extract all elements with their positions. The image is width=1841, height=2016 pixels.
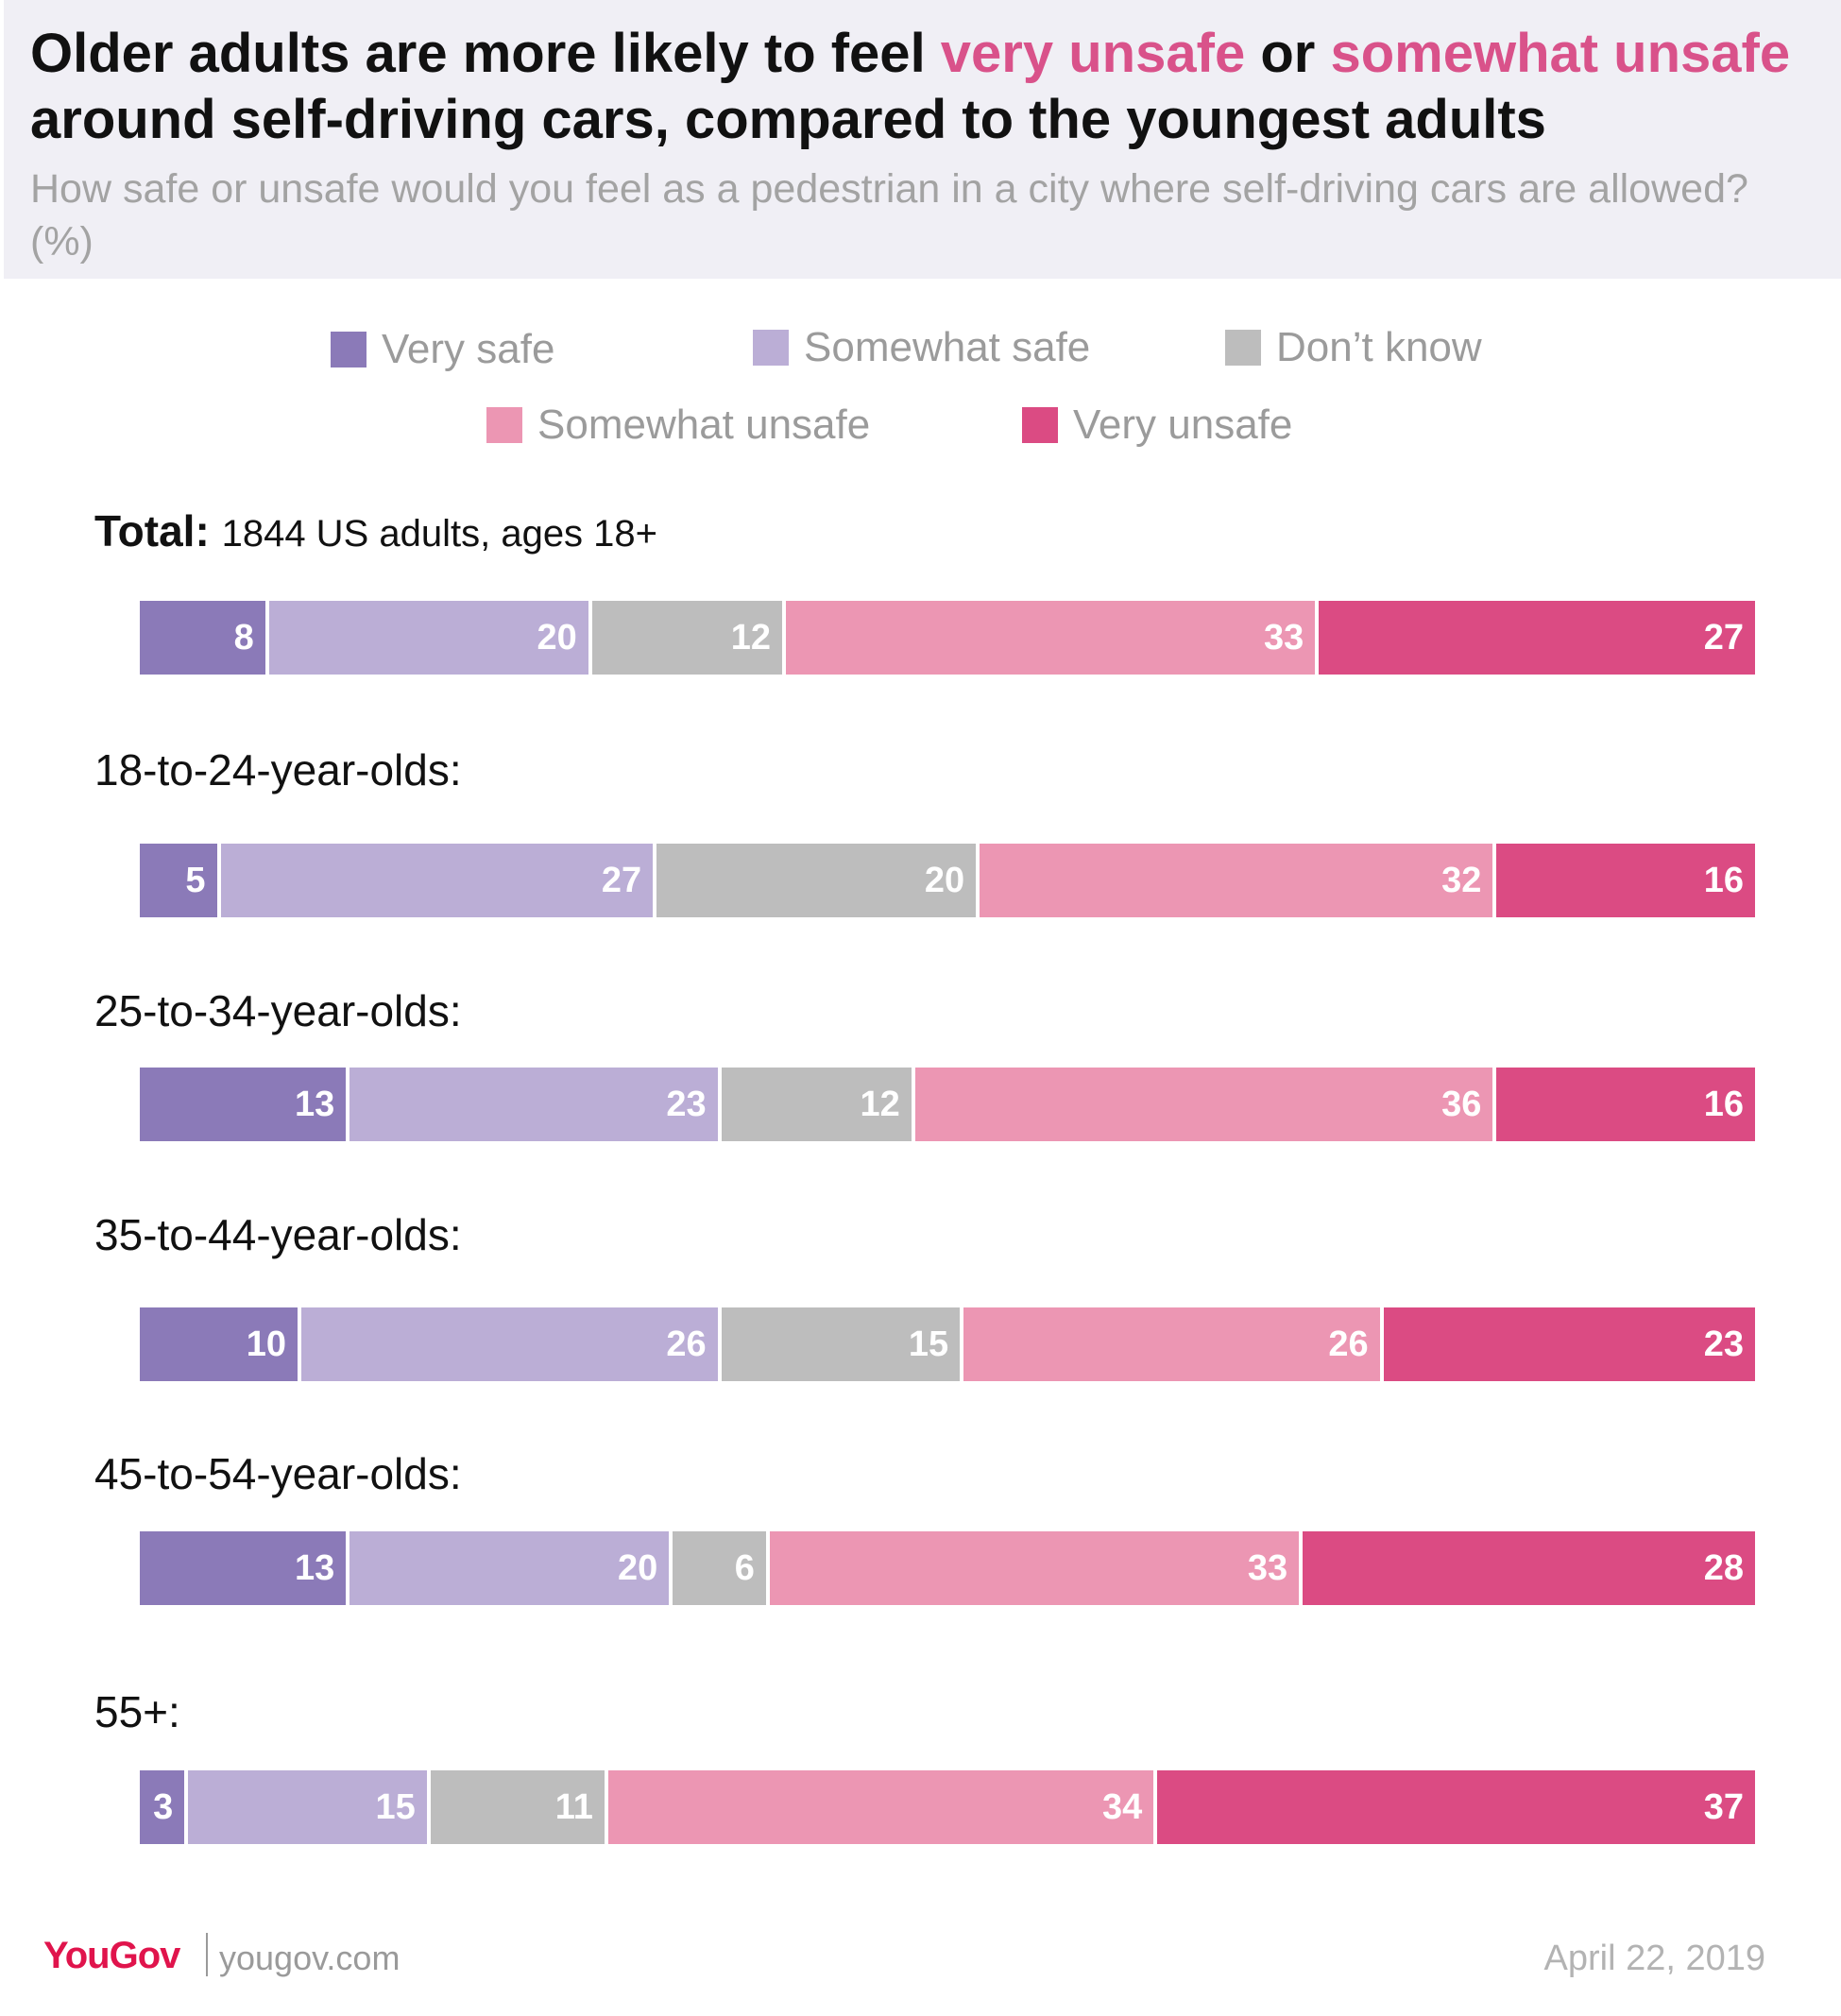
bar-segment-very-unsafe: 27	[1319, 601, 1755, 675]
group-label-total: Total: 1844 US adults, ages 18+	[94, 505, 657, 556]
legend-swatch-very-safe	[331, 332, 366, 367]
legend-swatch-very-unsafe	[1022, 407, 1058, 443]
bar-value-label: 8	[233, 617, 254, 658]
bar-55-plus: 3 15 11 34 37	[140, 1770, 1755, 1844]
bar-value-label: 20	[924, 860, 965, 900]
group-label-total-sub: 1844 US adults, ages 18+	[221, 513, 658, 555]
bar-value-label: 23	[1703, 1324, 1744, 1364]
title-highlight-somewhat-unsafe: somewhat unsafe	[1330, 23, 1791, 84]
bar-value-label: 16	[1703, 1084, 1744, 1124]
bar-value-label: 33	[1264, 617, 1304, 658]
bar-segment-very-safe: 13	[140, 1068, 350, 1141]
bar-value-label: 33	[1247, 1547, 1288, 1588]
bar-segment-don-t-know: 11	[430, 1770, 608, 1844]
title-highlight-very-unsafe: very unsafe	[940, 23, 1246, 84]
bar-segment-somewhat-unsafe: 33	[786, 601, 1320, 675]
bar-segment-somewhat-safe: 20	[349, 1531, 673, 1605]
legend-very-safe: Very safe	[331, 326, 554, 373]
bar-segment-somewhat-unsafe: 36	[914, 1068, 1497, 1141]
bar-value-label: 15	[908, 1324, 949, 1364]
bar-45-54: 13 20 6 33 28	[140, 1531, 1755, 1605]
bar-value-label: 15	[375, 1786, 416, 1827]
bar-value-label: 20	[618, 1547, 658, 1588]
bar-segment-don-t-know: 20	[656, 844, 980, 917]
bar-segment-somewhat-unsafe: 32	[980, 844, 1497, 917]
bar-value-label: 37	[1703, 1786, 1744, 1827]
bar-value-label: 32	[1441, 860, 1482, 900]
bar-segment-somewhat-safe: 20	[268, 601, 592, 675]
legend-label-very-unsafe: Very unsafe	[1073, 401, 1293, 448]
bar-value-label: 28	[1703, 1547, 1744, 1588]
bar-segment-very-safe: 8	[140, 601, 269, 675]
bar-value-label: 6	[734, 1547, 755, 1588]
bar-segment-somewhat-unsafe: 26	[963, 1307, 1384, 1381]
bar-segment-very-safe: 13	[140, 1531, 350, 1605]
bar-value-label: 26	[1328, 1324, 1369, 1364]
legend-swatch-dont-know	[1225, 330, 1261, 366]
bar-value-label: 27	[601, 860, 642, 900]
bar-segment-somewhat-unsafe: 33	[769, 1531, 1304, 1605]
bar-total: 8 20 12 33 27	[140, 601, 1755, 675]
bar-value-label: 23	[666, 1084, 707, 1124]
bar-segment-don-t-know: 12	[721, 1068, 915, 1141]
bar-segment-very-safe: 5	[140, 844, 221, 917]
bar-value-label: 12	[860, 1084, 900, 1124]
chart-subtitle: How safe or unsafe would you feel as a p…	[30, 166, 1748, 265]
legend-swatch-somewhat-unsafe	[486, 407, 522, 443]
bar-segment-very-unsafe: 23	[1383, 1307, 1755, 1381]
bar-segment-somewhat-unsafe: 34	[607, 1770, 1158, 1844]
chart-title: Older adults are more likely to feel ver…	[30, 23, 1791, 150]
bar-value-label: 13	[295, 1547, 335, 1588]
bar-segment-very-unsafe: 16	[1496, 1068, 1755, 1141]
legend-label-very-safe: Very safe	[382, 326, 555, 372]
bar-value-label: 36	[1441, 1084, 1482, 1124]
group-label-55-plus: 55+:	[94, 1687, 180, 1736]
legend-label-somewhat-safe: Somewhat safe	[804, 324, 1091, 370]
bar-18-24: 5 27 20 32 16	[140, 844, 1755, 917]
bar-value-label: 3	[153, 1786, 174, 1827]
bar-value-label: 12	[730, 617, 771, 658]
legend-label-dont-know: Don’t know	[1276, 324, 1482, 370]
bar-segment-very-safe: 3	[140, 1770, 189, 1844]
legend-swatch-somewhat-safe	[753, 330, 789, 366]
bar-value-label: 26	[666, 1324, 707, 1364]
bar-segment-somewhat-safe: 15	[188, 1770, 431, 1844]
bar-segment-somewhat-safe: 27	[220, 844, 657, 917]
yougov-logo: YouGov	[43, 1935, 180, 1976]
bar-value-label: 20	[537, 617, 577, 658]
bar-25-34: 13 23 12 36 16	[140, 1068, 1755, 1141]
bar-segment-somewhat-safe: 26	[301, 1307, 722, 1381]
bar-35-44: 10 26 15 26 23	[140, 1307, 1755, 1381]
bar-value-label: 5	[185, 860, 206, 900]
bar-segment-don-t-know: 15	[721, 1307, 964, 1381]
bar-segment-very-unsafe: 28	[1303, 1531, 1755, 1605]
bar-segment-very-safe: 10	[140, 1307, 301, 1381]
group-label-35-44: 35-to-44-year-olds:	[94, 1210, 462, 1259]
bar-value-label: 27	[1703, 617, 1744, 658]
group-label-25-34: 25-to-34-year-olds:	[94, 986, 462, 1035]
legend-somewhat-safe: Somewhat safe	[753, 324, 1090, 371]
bar-value-label: 34	[1102, 1786, 1143, 1827]
legend-label-somewhat-unsafe: Somewhat unsafe	[537, 401, 871, 448]
group-label-total-title: Total:	[94, 506, 210, 555]
bar-value-label: 13	[295, 1084, 335, 1124]
legend-very-unsafe: Very unsafe	[1022, 401, 1292, 449]
bar-value-label: 16	[1703, 860, 1744, 900]
footer-url[interactable]: yougov.com	[219, 1939, 401, 1977]
footer-date: April 22, 2019	[1543, 1939, 1766, 1978]
bar-segment-don-t-know: 6	[673, 1531, 770, 1605]
bar-value-label: 11	[554, 1786, 593, 1827]
legend-dont-know: Don’t know	[1225, 324, 1482, 371]
bar-segment-somewhat-safe: 23	[349, 1068, 722, 1141]
bar-segment-very-unsafe: 37	[1157, 1770, 1755, 1844]
bar-segment-don-t-know: 12	[591, 601, 786, 675]
header-panel: Older adults are more likely to feel ver…	[4, 0, 1841, 279]
bar-segment-very-unsafe: 16	[1496, 844, 1755, 917]
bar-value-label: 10	[246, 1324, 286, 1364]
group-label-18-24: 18-to-24-year-olds:	[94, 745, 462, 794]
footer-divider	[206, 1933, 208, 1976]
legend-somewhat-unsafe: Somewhat unsafe	[486, 401, 870, 449]
group-label-45-54: 45-to-54-year-olds:	[94, 1449, 462, 1498]
